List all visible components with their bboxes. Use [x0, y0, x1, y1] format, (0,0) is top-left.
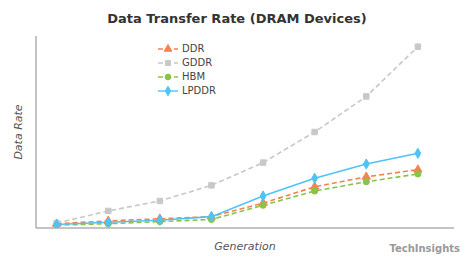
- html-text:TechInsights: TechInsights: [389, 243, 460, 254]
- svg-text:Data Rate: Data Rate: [12, 104, 25, 159]
- html-text:Data Transfer Rate (DRAM Devic: Data Transfer Rate (DRAM Devices): [107, 11, 367, 26]
- html-text:DDR: DDR: [182, 43, 205, 54]
- html-text:LPDDR: LPDDR: [182, 85, 216, 96]
- svg-text:Generation: Generation: [214, 240, 275, 253]
- html-text:GDDR: GDDR: [182, 57, 213, 68]
- html-text:HBM: HBM: [182, 71, 205, 82]
